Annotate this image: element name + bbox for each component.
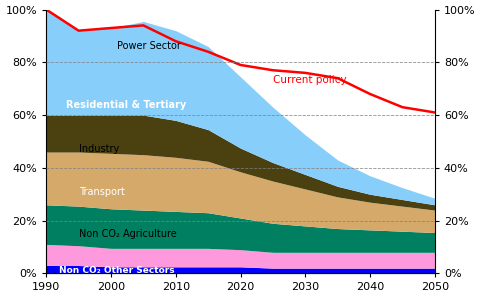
Text: Power Sector: Power Sector bbox=[117, 41, 181, 52]
Text: Non CO₂ Other Sectors: Non CO₂ Other Sectors bbox=[59, 266, 174, 275]
Text: Current policy: Current policy bbox=[272, 75, 346, 86]
Text: Non CO₂ Agriculture: Non CO₂ Agriculture bbox=[78, 229, 176, 239]
Text: Transport: Transport bbox=[78, 187, 124, 197]
Text: Industry: Industry bbox=[78, 145, 119, 154]
Text: Residential & Tertiary: Residential & Tertiary bbox=[65, 100, 185, 110]
